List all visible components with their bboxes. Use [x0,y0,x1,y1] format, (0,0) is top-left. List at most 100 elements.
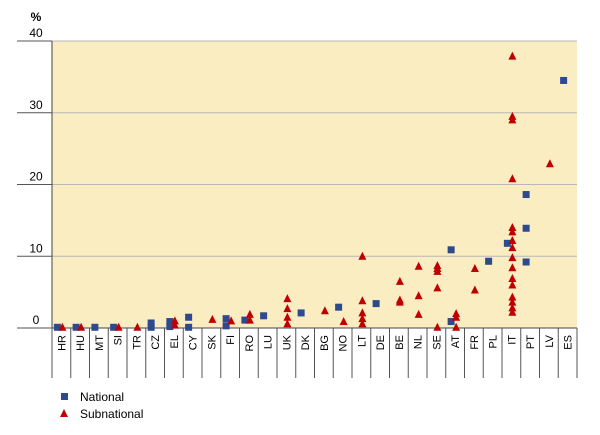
national-point [222,322,230,330]
x-tick-label: EL [169,335,181,348]
national-point [53,323,61,331]
subnational-point [508,292,517,301]
national-point [222,315,230,323]
national-point [560,76,568,84]
x-tick-label: HR [56,335,68,351]
x-tick-label: LT [356,335,368,347]
subnational-point [508,235,517,244]
y-tick-label: 0 [33,313,40,327]
subnational-point [208,314,217,323]
subnational-point [508,297,517,306]
subnational-point [133,322,142,331]
national-point [185,323,193,331]
subnational-point [508,307,517,316]
subnational-point [358,296,367,305]
national-point [522,224,530,232]
national-point [522,191,530,199]
subnational-point [508,273,517,282]
x-tick-label: FI [225,335,237,345]
x-tick-label: BG [319,335,331,351]
subnational-point [508,115,517,124]
national-point [447,318,455,326]
y-tick-label: 10 [29,241,43,255]
x-tick-label: ES [563,335,575,350]
national-point [147,319,155,327]
gridlines [52,40,577,257]
x-tick-label: CY [188,334,200,350]
x-tick-label: UK [281,334,293,350]
subnational-point [433,322,442,331]
subnational-point [508,227,517,236]
subnational-point [358,319,367,328]
subnational-point [283,312,292,321]
x-tick-label: SK [206,334,218,349]
subnational-point [508,253,517,262]
subnational-point [470,263,479,272]
axis-labels: 0 10 20 30 40 HR HU MT SI TR CZ EL CY SK FI RO LU UK DK BG N… [29,26,574,352]
subnational-point [452,322,461,331]
legend-label-subnational: Subnational [80,406,144,421]
subnational-point [395,276,404,285]
x-tick-label: LU [263,335,275,349]
subnational-point [245,309,254,318]
national-point [335,303,343,311]
subnational-point [508,223,517,232]
data-points [53,51,568,331]
x-tick-label: CZ [150,335,162,350]
x-tick-label: SI [113,335,125,345]
subnational-point [470,285,479,294]
y-tick-label: 20 [29,170,43,184]
subnational-point [358,251,367,260]
subnational-point [339,317,348,326]
legend-item-national: National [58,388,143,405]
x-tick-label: BE [394,335,406,350]
legend-label-national: National [80,389,125,404]
subnational-point [414,261,423,270]
x-tick-label: MT [94,335,106,351]
x-tick-label: IT [506,335,518,345]
subnational-point [227,316,236,325]
x-tick-label: HU [75,335,87,351]
subnational-point [77,322,86,331]
x-tick-label: FR [469,335,481,350]
x-tick-label: NO [338,335,350,352]
legend: National Subnational [58,388,143,422]
subnational-point [414,309,423,318]
subnational-point [508,303,517,312]
national-point [447,246,455,254]
legend-item-subnational: Subnational [58,405,143,422]
national-point [166,318,174,326]
triangle-marker-icon [58,407,72,421]
national-point [485,257,493,265]
national-point [241,316,249,324]
subnational-point [58,322,67,331]
subnational-point [414,291,423,300]
x-tick-label: DK [300,334,312,350]
x-tick-label: PT [525,335,537,349]
subnational-point [283,319,292,328]
subnational-point [358,308,367,317]
subnational-point [433,266,442,275]
national-point [522,258,530,266]
y-tick-label: 30 [29,98,43,112]
subnational-point [508,280,517,289]
y-unit-label: % [31,10,42,24]
square-marker-icon [58,390,72,404]
subnational-point [320,306,329,315]
national-point [166,323,174,331]
national-point [260,312,268,320]
national-point [72,323,80,331]
x-tick-label: RO [244,335,256,352]
subnational-point [170,320,179,329]
subnational-point [245,315,254,324]
subnational-point [358,314,367,323]
subnational-point [170,316,179,325]
subnational-point [452,312,461,321]
subnational-point [508,51,517,60]
national-point [91,323,99,331]
subnational-point [508,263,517,272]
national-point [185,313,193,321]
subnational-point [114,322,123,331]
subnational-point [395,297,404,306]
